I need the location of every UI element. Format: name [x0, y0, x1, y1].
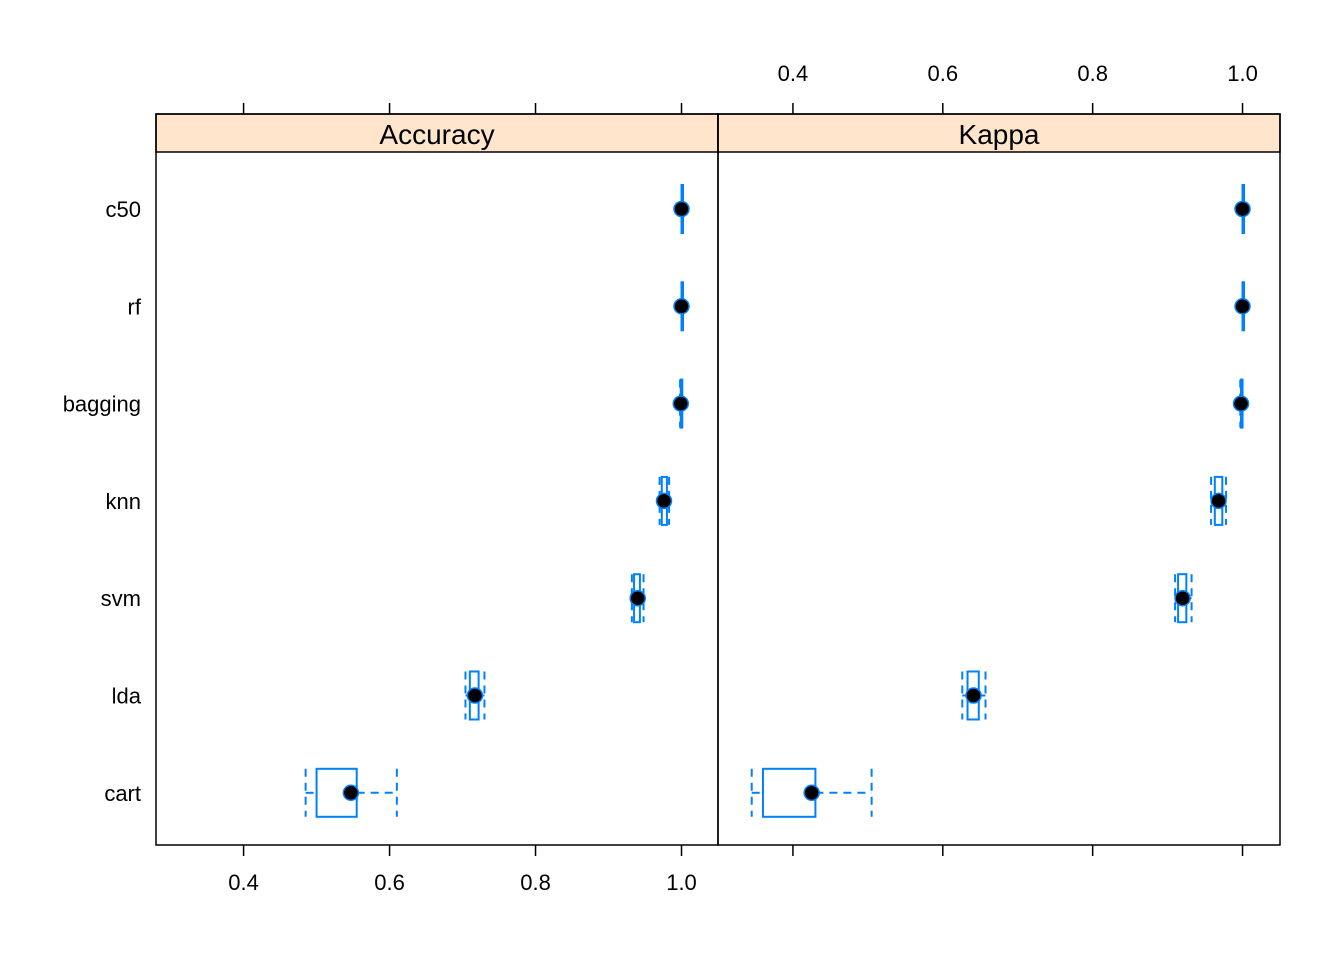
- kappa-median-dot-cart: [803, 784, 820, 802]
- accuracy-median-dot-rf: [673, 298, 690, 315]
- accuracy-tick-label-3: 1.0: [666, 870, 697, 895]
- category-label-bagging: bagging: [63, 392, 141, 417]
- category-label-c50: c50: [106, 197, 141, 222]
- accuracy-box-svm: [629, 573, 646, 624]
- strip-layer: [155, 113, 1281, 153]
- accuracy-median-dot-knn: [655, 492, 673, 510]
- accuracy-box-bagging: [672, 378, 690, 429]
- kappa-box-bagging: [1232, 378, 1250, 429]
- kappa-median-dot-c50: [1234, 200, 1251, 218]
- label-layer: c50 rf bagging knn svm lda cart Accuracy 0.4 0.6 0…: [63, 61, 1258, 895]
- kappa-tick-label-0: 0.4: [778, 61, 809, 86]
- strip-kappa: [717, 113, 1281, 153]
- accuracy-box-c50: [673, 184, 690, 234]
- kappa-median-dot-svm: [1174, 589, 1191, 607]
- kappa-box-cart: [750, 767, 873, 818]
- category-label-rf: rf: [128, 294, 142, 319]
- category-label-svm: svm: [101, 586, 141, 611]
- kappa-median-dot-lda: [965, 687, 982, 704]
- strip-accuracy: [155, 113, 719, 153]
- accuracy-tick-label-2: 0.8: [520, 870, 551, 895]
- kappa-box-knn: [1210, 475, 1228, 526]
- kappa-tick-label-1: 0.6: [928, 61, 959, 86]
- category-label-knn: knn: [106, 489, 141, 514]
- accuracy-median-dot-c50: [673, 200, 690, 218]
- kappa-median-dot-knn: [1210, 492, 1227, 510]
- accuracy-box-cart: [304, 767, 398, 818]
- category-label-lda: lda: [112, 684, 142, 709]
- category-label-cart: cart: [104, 781, 141, 806]
- accuracy-median-dot-lda: [466, 687, 484, 704]
- kappa-tick-label-2: 0.8: [1077, 61, 1108, 86]
- kappa-box-c50: [1234, 184, 1251, 234]
- strip-label-accuracy: Accuracy: [379, 119, 494, 150]
- accuracy-tick-label-0: 0.4: [228, 870, 259, 895]
- accuracy-median-dot-svm: [629, 589, 646, 607]
- accuracy-tick-label-1: 0.6: [374, 870, 405, 895]
- accuracy-median-dot-bagging: [672, 395, 690, 412]
- kappa-median-dot-rf: [1234, 298, 1251, 315]
- kappa-box-svm: [1174, 573, 1193, 624]
- panel-frame-accuracy: [155, 113, 719, 846]
- panel-frame-kappa: [717, 113, 1281, 846]
- kappa-box-rf: [1234, 281, 1251, 332]
- box-layer: [304, 184, 1251, 818]
- accuracy-box-lda: [464, 670, 486, 721]
- kappa-median-dot-bagging: [1232, 395, 1250, 412]
- kappa-tick-label-3: 1.0: [1227, 61, 1258, 86]
- frame-layer: [155, 103, 1281, 856]
- accuracy-box-rf: [673, 281, 690, 332]
- kappa-box-lda: [961, 670, 987, 721]
- strip-label-kappa: Kappa: [959, 119, 1040, 150]
- accuracy-median-dot-cart: [342, 784, 360, 802]
- accuracy-box-knn: [655, 475, 673, 526]
